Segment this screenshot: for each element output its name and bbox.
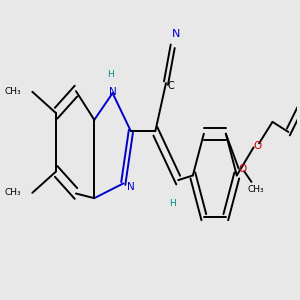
Text: N: N <box>109 87 116 97</box>
Text: C: C <box>167 81 174 92</box>
Text: CH₃: CH₃ <box>248 185 264 194</box>
Text: CH₃: CH₃ <box>4 87 21 96</box>
Text: CH₃: CH₃ <box>4 188 21 197</box>
Text: O: O <box>254 141 262 151</box>
Text: H: H <box>169 199 176 208</box>
Text: N: N <box>172 29 181 39</box>
Text: H: H <box>107 70 114 79</box>
Text: N: N <box>127 182 135 192</box>
Text: O: O <box>239 164 247 173</box>
